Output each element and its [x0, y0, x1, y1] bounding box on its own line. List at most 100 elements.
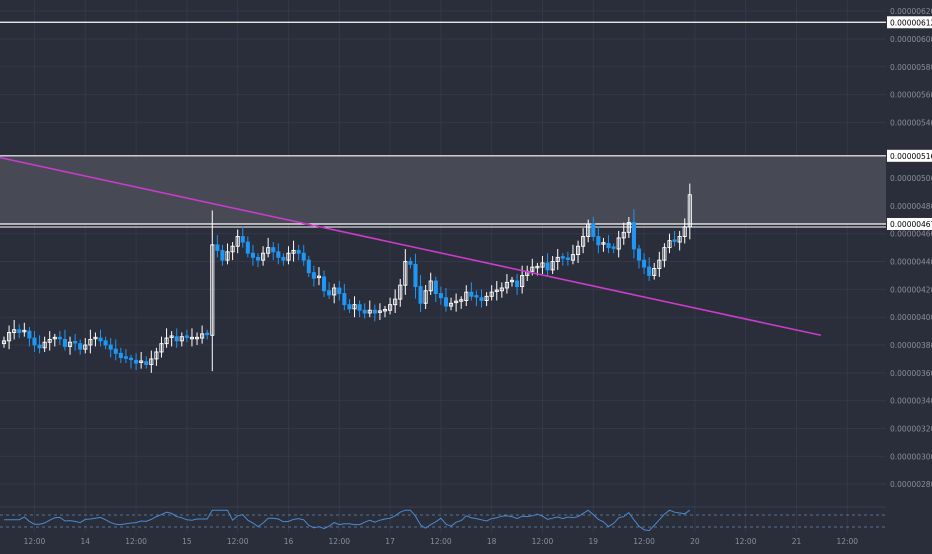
price-tick-label: 0.00000360: [890, 369, 932, 378]
candle-body: [647, 266, 652, 276]
candle-body: [464, 291, 469, 301]
candle-body: [408, 261, 413, 265]
price-tick-label: 0.00000620: [890, 7, 932, 16]
candle: [586, 219, 591, 243]
candle: [393, 289, 398, 314]
candle: [271, 242, 276, 261]
price-level-label: 0.00000516: [890, 152, 932, 161]
candle: [113, 339, 118, 361]
candle-body: [616, 237, 621, 250]
candle: [570, 244, 576, 265]
candle-body: [621, 231, 626, 239]
candle: [255, 253, 261, 268]
candle: [123, 349, 128, 364]
candle: [591, 216, 596, 241]
candle-body: [123, 356, 128, 359]
candle-body: [108, 344, 113, 350]
candle-body: [306, 259, 311, 274]
candle-body: [1, 340, 7, 345]
candle-body: [17, 329, 22, 333]
candle: [57, 331, 62, 346]
candle: [235, 229, 240, 254]
candle-body: [565, 257, 570, 260]
candle: [560, 253, 565, 266]
candle-body: [93, 336, 98, 340]
candle-body: [276, 251, 281, 258]
candle-body: [291, 249, 296, 254]
candle-body: [459, 299, 464, 302]
candle: [1, 336, 7, 348]
candle: [362, 303, 367, 319]
time-axis[interactable]: 12:00 14 12:00 15 12:00 16 12:00 17 12:00 18 12:00…: [24, 537, 859, 546]
candle-body: [113, 348, 118, 354]
candle: [621, 222, 626, 245]
candle: [555, 249, 560, 270]
candle-body: [184, 335, 189, 338]
time-tick-label: 12:00: [328, 537, 350, 546]
candle: [62, 329, 68, 351]
price-level-label: 0.00000467: [890, 220, 932, 229]
candle-body: [377, 310, 382, 313]
price-level-label: 0.00000612: [890, 18, 932, 27]
price-tick-label: 0.00000460: [890, 230, 932, 239]
candle-body: [479, 297, 484, 301]
candle-body: [652, 268, 657, 276]
candle: [413, 253, 418, 299]
candle: [443, 287, 449, 312]
time-tick-label: 12:00: [227, 537, 249, 546]
candle-body: [448, 302, 454, 307]
candle: [662, 243, 667, 268]
trendline-line[interactable]: [0, 156, 822, 337]
candle: [189, 328, 195, 347]
candle: [144, 356, 149, 369]
candle-body: [428, 280, 433, 292]
candle: [626, 217, 631, 238]
candle-body: [438, 293, 443, 299]
candle-body: [545, 262, 550, 271]
candle: [504, 274, 509, 294]
candle-body: [159, 343, 164, 353]
candle: [32, 331, 37, 352]
price-axis[interactable]: 0.00000620 0.00000600 0.00000580 0.00000560…: [887, 7, 932, 489]
resistance-zone-fill: [0, 155, 886, 224]
candle: [575, 240, 581, 263]
candle-body: [687, 194, 692, 228]
candle-body: [611, 246, 616, 249]
candle-body: [575, 245, 581, 256]
candle: [657, 251, 662, 277]
time-tick-label: 19: [589, 537, 599, 546]
candle-body: [73, 341, 78, 344]
candle: [687, 183, 692, 240]
candle: [382, 306, 388, 318]
candle: [261, 246, 266, 266]
time-tick-label: 12:00: [532, 537, 554, 546]
candle: [357, 300, 362, 318]
candle: [652, 262, 657, 280]
candle-body: [388, 304, 393, 311]
candle: [499, 282, 504, 298]
candle: [581, 228, 586, 254]
trendline[interactable]: [0, 156, 822, 337]
candle-body: [515, 280, 520, 288]
candle-body: [372, 309, 377, 314]
time-tick-label: 12:00: [735, 537, 757, 546]
candle: [611, 243, 616, 254]
candle-body: [67, 341, 73, 347]
candle-body: [78, 343, 83, 350]
candle-body: [367, 309, 372, 314]
candle-body: [164, 337, 169, 345]
candle: [667, 233, 672, 254]
candle: [388, 297, 393, 315]
candle-body: [494, 289, 499, 292]
candle-body: [301, 252, 306, 261]
candle-body: [83, 344, 88, 350]
candle-body: [37, 344, 42, 349]
candle-body: [205, 332, 210, 336]
candle-body: [560, 256, 565, 259]
candle: [596, 226, 601, 254]
price-level-label-box: [887, 16, 932, 29]
candle: [545, 253, 550, 276]
candle-body: [240, 236, 245, 243]
candle: [73, 333, 78, 351]
